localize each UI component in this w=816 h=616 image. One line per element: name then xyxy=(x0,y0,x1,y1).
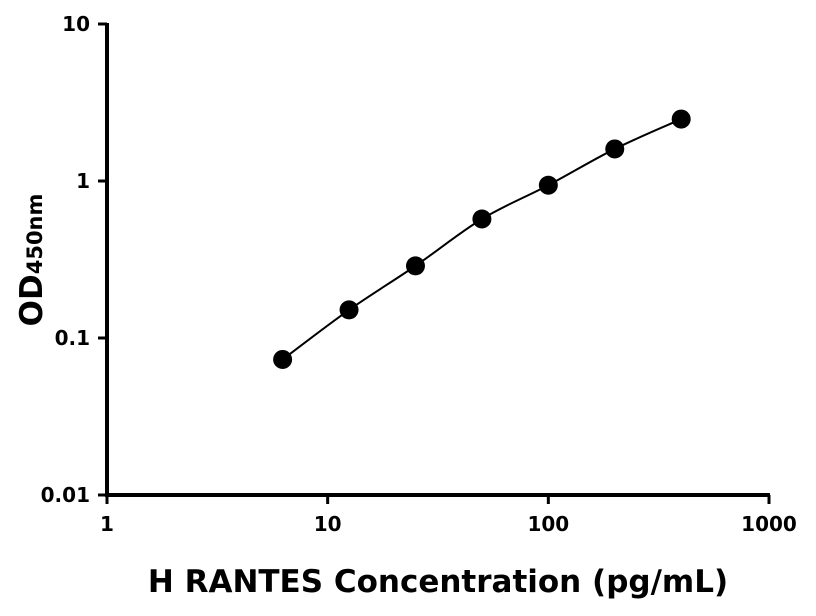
y-axis-label: OD450nm xyxy=(14,194,50,327)
x-tick-label: 100 xyxy=(527,512,569,536)
x-tick-label: 10 xyxy=(314,512,342,536)
data-point xyxy=(339,300,359,320)
data-point xyxy=(472,209,492,229)
x-tick-label: 1 xyxy=(100,512,114,536)
x-axis-label: H RANTES Concentration (pg/mL) xyxy=(148,564,728,600)
x-tick-label: 1000 xyxy=(741,512,797,536)
y-tick-label: 10 xyxy=(62,12,90,36)
y-axis-label-subscript: 450nm xyxy=(23,194,47,275)
y-tick-label: 0.01 xyxy=(41,483,90,507)
axes: 1 10 100 1000 0.01 0.1 1 10 xyxy=(41,12,797,536)
y-tick-label: 0.1 xyxy=(55,326,90,350)
y-axis-label-main: OD xyxy=(14,274,50,326)
data-point xyxy=(405,256,425,276)
data-points xyxy=(273,109,691,369)
data-point xyxy=(671,109,691,129)
data-point xyxy=(538,175,558,195)
y-tick-label: 1 xyxy=(76,169,90,193)
data-point xyxy=(273,349,293,369)
data-point xyxy=(605,139,625,159)
